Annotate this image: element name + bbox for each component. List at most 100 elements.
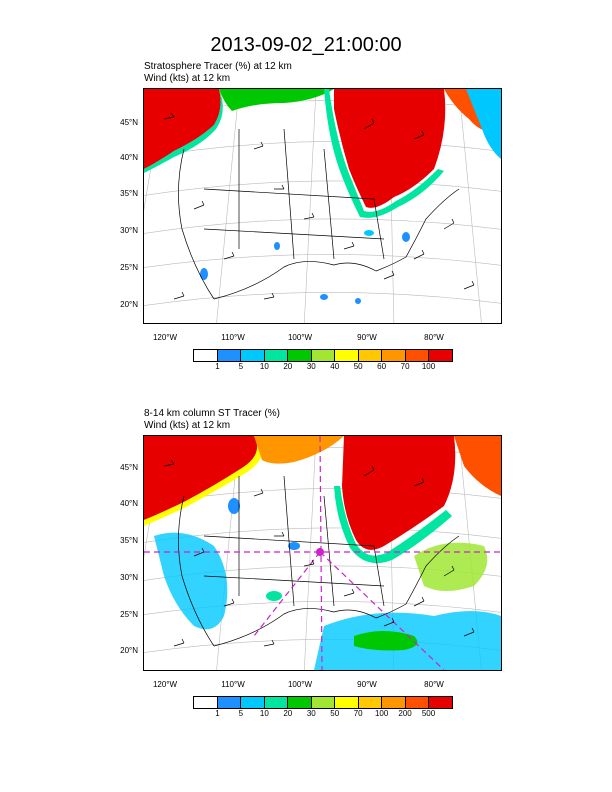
panel1-map-graphic xyxy=(144,89,501,323)
tracer-blob xyxy=(266,591,282,601)
colorbar-tick-label: 70 xyxy=(400,362,410,371)
lon-label: 120°W xyxy=(152,333,178,342)
lat-label: 20°N xyxy=(120,300,138,309)
tracer-edge-west xyxy=(144,89,223,173)
colorbar-swatch xyxy=(405,697,430,708)
tracer-patch-southwest xyxy=(154,532,228,630)
panel1-heading-line1: Stratosphere Tracer (%) at 12 km xyxy=(144,61,292,72)
colorbar-tick-label: 70 xyxy=(353,709,363,718)
lon-label: 90°W xyxy=(357,333,377,342)
panel2-overlay-lines xyxy=(144,436,501,670)
colorbar-tick-label: 40 xyxy=(330,362,340,371)
panel1-wind-barbs xyxy=(163,112,475,300)
colorbar-swatch xyxy=(194,697,218,708)
colorbar-swatch xyxy=(358,350,383,361)
lon-label: 80°W xyxy=(424,680,444,689)
colorbar-swatch xyxy=(288,697,312,708)
colorbar-tick-label: 20 xyxy=(283,709,293,718)
panel2-wind-barbs xyxy=(163,459,475,647)
lat-label: 40°N xyxy=(120,499,138,508)
tracer-blob xyxy=(402,232,410,242)
colorbar-swatch xyxy=(241,697,265,708)
colorbar-tick-label: 20 xyxy=(283,362,293,371)
colorbar-swatch xyxy=(358,697,383,708)
colorbar-tick-label: 100 xyxy=(374,709,389,718)
panel2-map xyxy=(143,435,502,671)
colorbar-tick-label: 200 xyxy=(398,709,412,718)
page-title: 2013-09-02_21:00:00 xyxy=(210,34,402,56)
panel1-boundaries xyxy=(178,128,460,300)
lon-label: 80°W xyxy=(424,333,444,342)
colorbar-swatch xyxy=(311,350,336,361)
lat-label: 35°N xyxy=(120,536,138,545)
lon-label: 110°W xyxy=(221,333,245,342)
tracer-edge-west xyxy=(144,436,262,526)
tracer-blob xyxy=(200,268,208,280)
panel2-colorbar xyxy=(193,696,453,709)
panel2-boundaries xyxy=(178,475,460,647)
tracer-patch-south xyxy=(354,631,418,651)
colorbar-tick-label: 10 xyxy=(259,362,269,371)
lat-label: 45°N xyxy=(120,118,138,127)
tracer-blob xyxy=(228,498,240,514)
colorbar-swatch xyxy=(264,697,289,708)
tracer-region-west xyxy=(144,89,221,169)
lat-label: 40°N xyxy=(120,153,138,162)
colorbar-swatch xyxy=(194,350,218,361)
tracer-blob xyxy=(274,242,280,250)
colorbar-swatch xyxy=(382,697,406,708)
lon-label: 100°W xyxy=(287,333,313,342)
colorbar-tick-label: 50 xyxy=(353,362,363,371)
tracer-edge-ne xyxy=(466,89,501,159)
colorbar-swatch xyxy=(382,350,406,361)
panel2-heading: 8-14 km column ST Tracer (%) Wind (kts) … xyxy=(144,408,280,432)
tracer-region-east xyxy=(334,89,446,208)
tracer-edge-east xyxy=(334,486,452,564)
colorbar-swatch xyxy=(335,350,359,361)
colorbar-tick-label: 5 xyxy=(238,709,244,718)
panel2-site-marker xyxy=(316,548,324,556)
lat-label: 25°N xyxy=(120,610,138,619)
tracer-blob xyxy=(320,294,328,300)
tracer-blob xyxy=(355,298,361,304)
colorbar-swatch xyxy=(311,697,336,708)
panel1-heading: Stratosphere Tracer (%) at 12 km Wind (k… xyxy=(144,61,292,85)
lon-label: 100°W xyxy=(287,680,313,689)
colorbar-swatch xyxy=(264,350,289,361)
colorbar-tick-label: 60 xyxy=(377,362,387,371)
lat-label: 30°N xyxy=(120,226,138,235)
colorbar-swatch xyxy=(217,697,242,708)
colorbar-swatch xyxy=(429,350,453,361)
colorbar-swatch xyxy=(335,697,359,708)
panel2-heading-line1: 8-14 km column ST Tracer (%) xyxy=(144,408,280,419)
tracer-band-north xyxy=(254,436,344,464)
tracer-blob xyxy=(288,542,300,550)
colorbar-swatch xyxy=(241,350,265,361)
panel1-heading-line2: Wind (kts) at 12 km xyxy=(144,73,231,84)
lat-label: 35°N xyxy=(120,189,138,198)
lat-label: 20°N xyxy=(120,646,138,655)
tracer-region-west xyxy=(144,436,258,520)
lon-label: 120°W xyxy=(152,680,178,689)
lat-label: 30°N xyxy=(120,573,138,582)
colorbar-tick-label: 5 xyxy=(238,362,244,371)
colorbar-swatch xyxy=(429,697,453,708)
lat-label: 45°N xyxy=(120,463,138,472)
tracer-region-east xyxy=(342,436,456,550)
colorbar-tick-label: 500 xyxy=(421,709,436,718)
panel1-map xyxy=(143,88,502,324)
colorbar-swatch xyxy=(288,350,312,361)
tracer-blob xyxy=(364,230,374,236)
colorbar-tick-label: 1 xyxy=(215,362,220,371)
colorbar-swatch xyxy=(217,350,242,361)
colorbar-tick-label: 50 xyxy=(330,709,340,718)
colorbar-tick-label: 10 xyxy=(259,709,269,718)
tracer-region-ne xyxy=(454,436,501,496)
lon-label: 110°W xyxy=(221,680,245,689)
colorbar-tick-label: 100 xyxy=(421,362,436,371)
panel2-map-graphic xyxy=(144,436,501,670)
colorbar-tick-label: 30 xyxy=(306,709,316,718)
colorbar-tick-label: 30 xyxy=(306,362,316,371)
panel2-heading-line2: Wind (kts) at 12 km xyxy=(144,420,231,431)
colorbar-tick-label: 1 xyxy=(215,709,220,718)
